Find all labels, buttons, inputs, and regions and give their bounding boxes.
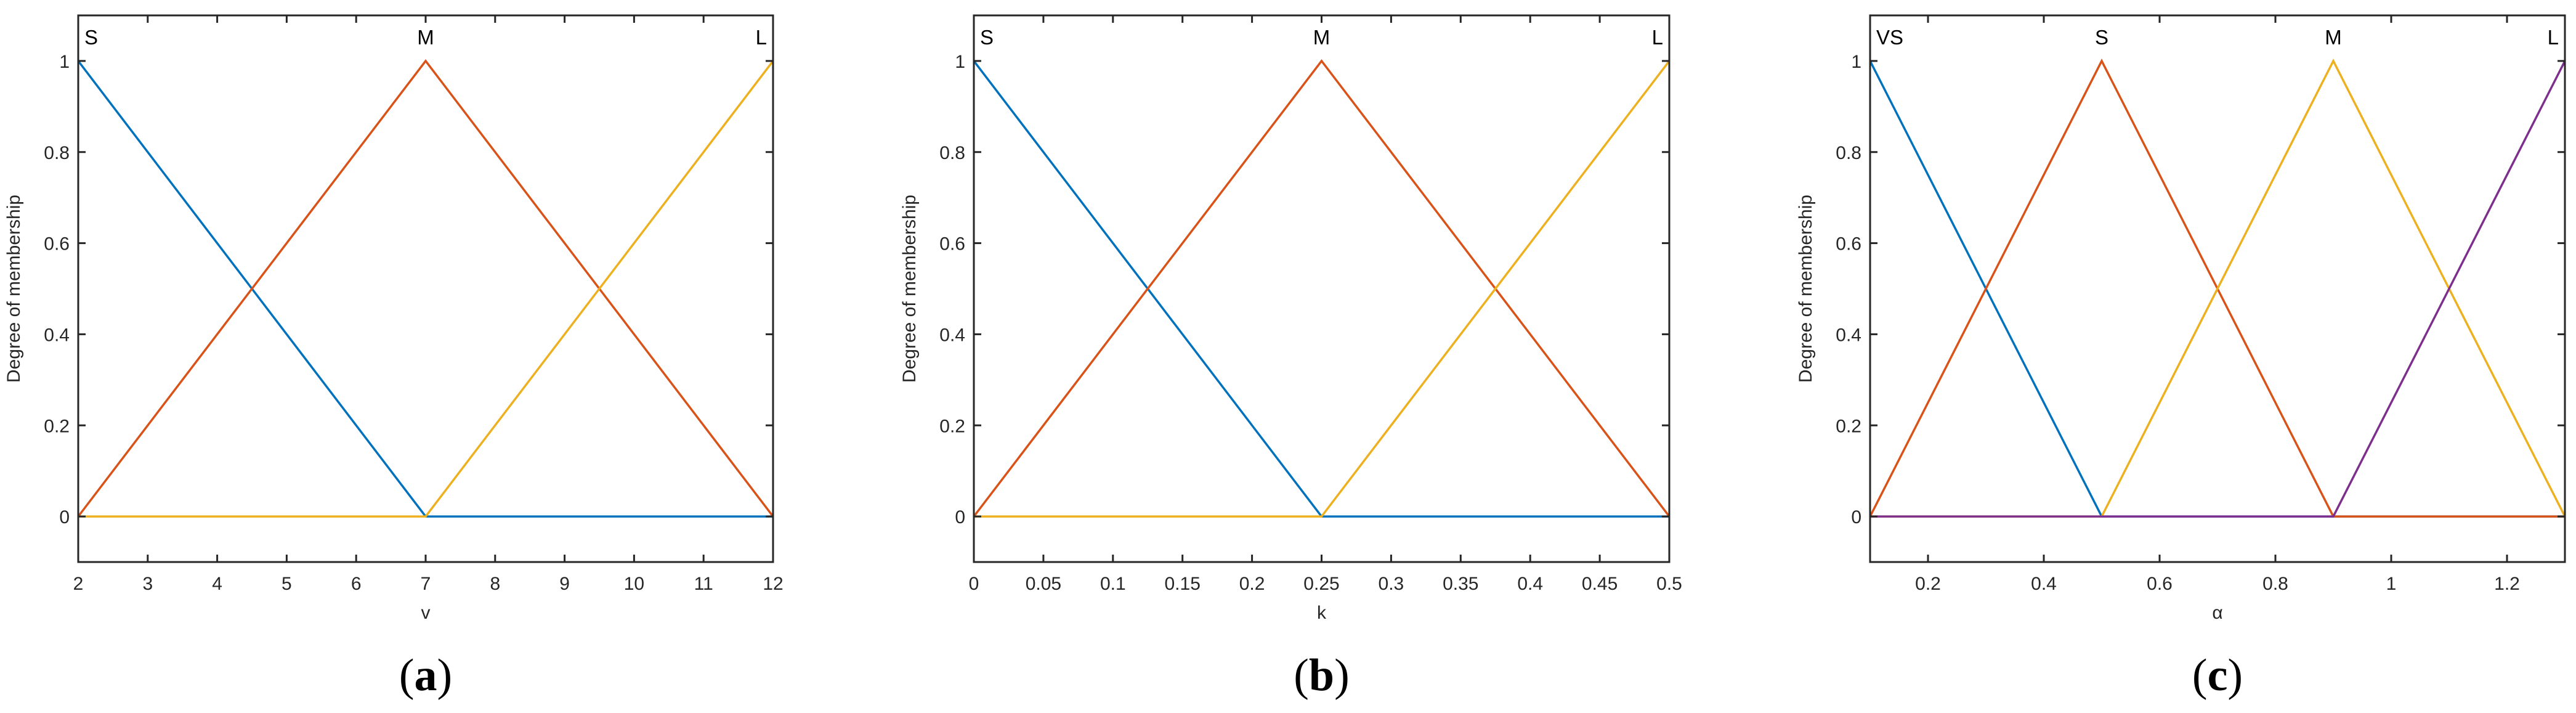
y-axis-label: Degree of membership [899, 195, 920, 383]
x-axis-label: α [2212, 603, 2222, 623]
series-line-m [77, 59, 774, 518]
panel-label: (b) [1294, 650, 1349, 701]
chart-panel-b: 0 0.05 0.1 0.15 0.2 0.25 0.3 0.35 0.4 0.45 0.5 0 0.2… [899, 14, 1682, 701]
mf-label-s: S [980, 26, 994, 49]
y-tick-label: 0.2 [44, 416, 70, 436]
x-tick-label: 10 [624, 574, 644, 594]
y-tick-label: 0.6 [1836, 234, 1861, 255]
x-tick-label: 0.8 [2262, 574, 2288, 594]
axes-box [1869, 14, 2566, 563]
x-tick-label: 0.1 [1100, 574, 1126, 594]
y-tick-label: 0.6 [44, 234, 70, 255]
mf-label-l: L [756, 26, 767, 49]
x-tick-label: 0.6 [2147, 574, 2173, 594]
x-tick-label: 1.2 [2494, 574, 2520, 594]
x-tick-label: 0.4 [1517, 574, 1543, 594]
y-tick-label: 0 [59, 507, 70, 528]
mf-label-s: S [84, 26, 98, 49]
mf-label-m: M [417, 26, 434, 49]
x-tick-label: 5 [281, 574, 292, 594]
y-tick-label: 0.6 [939, 234, 965, 255]
y-tick-label: 0.8 [1836, 143, 1861, 163]
series-line-l [1870, 60, 2566, 518]
panel-label: (c) [2192, 650, 2243, 701]
y-tick-label: 0.8 [44, 143, 70, 163]
y-tick-label: 0 [955, 507, 965, 528]
axes-box [973, 14, 1671, 563]
x-tick-label: 2 [73, 574, 84, 594]
axes-box [77, 14, 774, 563]
y-tick-label: 0.8 [939, 143, 965, 163]
x-tick-label: 0.4 [2031, 574, 2057, 594]
y-tick-label: 1 [955, 52, 965, 72]
x-tick-label: 0.2 [1239, 574, 1265, 594]
chart-panel-c: 0.2 0.4 0.6 0.8 1 1.2 0 0.2 0.4 0.6 0.8 1 α Degree of… [1796, 14, 2566, 701]
x-tick-label: 0.25 [1303, 574, 1339, 594]
x-tick-label: 6 [351, 574, 362, 594]
mf-label-vs: VS [1876, 26, 1903, 49]
x-tick-label: 0.3 [1379, 574, 1404, 594]
x-tick-label: 11 [694, 574, 713, 594]
x-tick-label: 0.35 [1443, 574, 1478, 594]
series-line-s [77, 60, 773, 518]
y-tick-label: 0.2 [939, 416, 965, 436]
x-tick-label: 0.15 [1165, 574, 1201, 594]
y-tick-label: 0.4 [44, 325, 70, 345]
x-axis-label: v [421, 603, 431, 623]
y-tick-label: 1 [1851, 52, 1861, 72]
x-tick-label: 3 [142, 574, 153, 594]
series-line-s [973, 60, 1669, 518]
x-tick-label: 0.2 [1915, 574, 1941, 594]
y-tick-label: 0.4 [939, 325, 965, 345]
y-axis-label: Degree of membership [1796, 195, 1816, 383]
x-tick-label: 1 [2386, 574, 2397, 594]
x-tick-label: 0.45 [1582, 574, 1618, 594]
series-line-l [78, 60, 774, 518]
x-tick-label: 9 [559, 574, 570, 594]
x-tick-label: 7 [421, 574, 431, 594]
y-tick-label: 0.2 [1836, 416, 1861, 436]
mf-label-l: L [1652, 26, 1663, 49]
series-line-m [1870, 59, 2566, 518]
x-tick-label: 0.5 [1656, 574, 1682, 594]
y-tick-label: 1 [59, 52, 70, 72]
x-tick-label: 0.05 [1026, 574, 1061, 594]
mf-label-l: L [2548, 26, 2559, 49]
x-tick-label: 4 [212, 574, 222, 594]
panel-label: (a) [399, 650, 452, 701]
x-tick-label: 0 [969, 574, 979, 594]
mf-label-m: M [1313, 26, 1331, 49]
x-tick-label: 12 [763, 574, 783, 594]
series-line-l [974, 60, 1671, 518]
chart-panel-a: 2 3 4 5 6 7 8 9 10 11 12 0 0.2 0.4 0.6 0.8 1 v Degree of m… [4, 14, 784, 701]
y-tick-label: 0.4 [1836, 325, 1861, 345]
y-tick-label: 0 [1851, 507, 1861, 528]
x-axis-label: k [1317, 603, 1327, 623]
series-line-m [973, 59, 1671, 518]
x-tick-label: 8 [490, 574, 500, 594]
y-axis-label: Degree of membership [4, 195, 24, 383]
mf-label-s: S [2095, 26, 2108, 49]
mf-label-m: M [2325, 26, 2342, 49]
